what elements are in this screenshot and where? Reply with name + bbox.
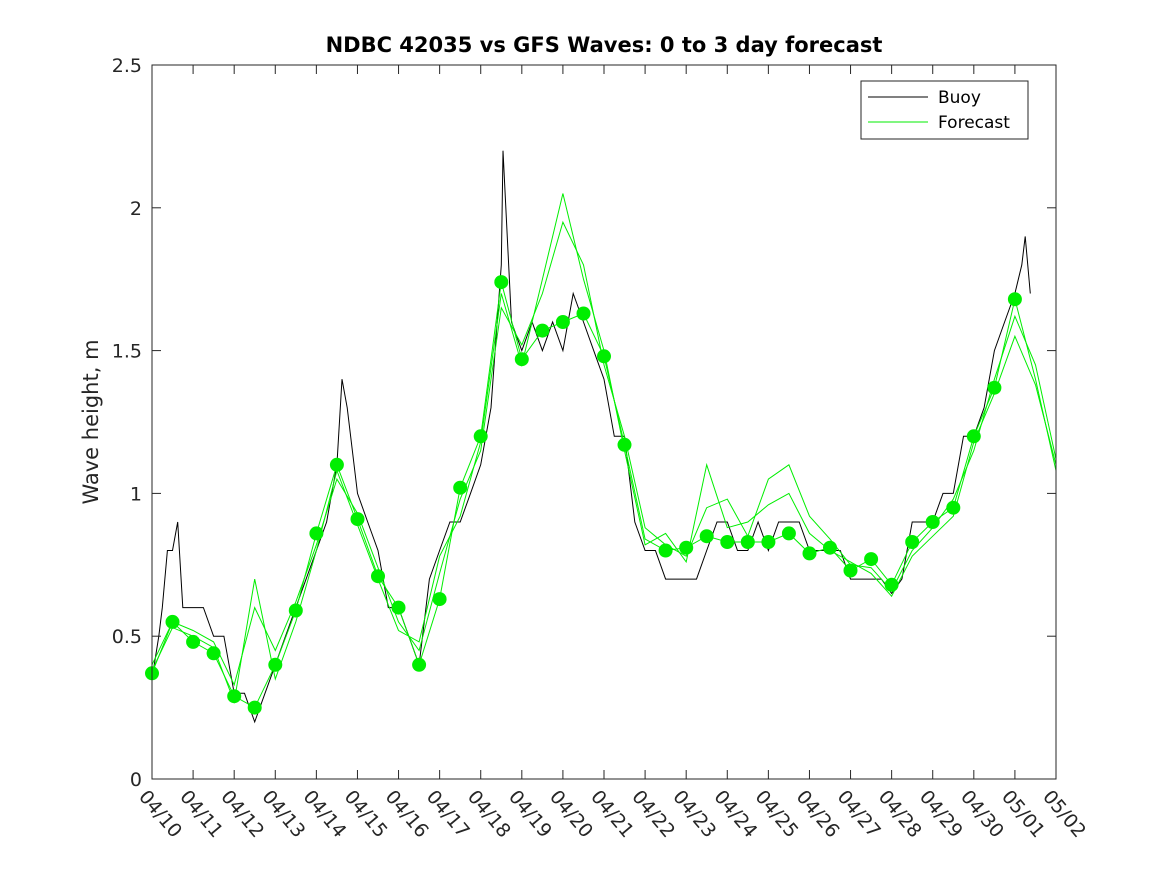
forecast-marker [206,646,221,661]
forecast-marker [699,529,714,544]
forecast-marker [555,315,570,329]
forecast-marker [761,535,776,549]
forecast-marker [329,457,344,472]
legend-buoy-label: Buoy [938,88,981,108]
forecast-marker [576,306,591,321]
forecast-marker [268,657,283,672]
forecast-marker [946,500,961,515]
forecast-marker [925,515,940,529]
forecast-marker [864,552,879,567]
forecast-marker [432,592,447,607]
forecast-marker [473,429,488,444]
forecast-marker [597,349,611,364]
forecast-marker [987,380,1002,395]
forecast-marker [781,526,796,541]
forecast-marker [227,689,242,704]
y-tick-label: 2 [130,198,142,220]
forecast-marker [905,535,920,549]
y-ticks-group: 0 0.5 1 1.5 2 2.5 [112,55,1056,791]
forecast-marker [309,526,324,541]
forecast-marker [288,603,303,618]
y-tick-label: 1.5 [112,341,142,363]
forecast-marker [391,600,406,615]
forecast-marker [740,535,755,549]
forecast-marker [966,429,981,444]
forecast-marker [679,540,694,555]
forecast-line-1 [151,220,1057,687]
forecast-marker [453,480,468,495]
y-axis-label: Wave height, m [79,339,103,504]
forecast-marker [412,657,427,672]
forecast-marker [247,700,262,715]
forecast-marker [371,569,385,584]
y-tick-label: 0 [130,769,142,791]
forecast-marker [658,543,673,558]
plot-area [152,65,1056,779]
forecast-marker [494,275,509,290]
forecast-marker [843,563,858,578]
forecast-marker [720,535,735,549]
forecast-marker [617,437,632,452]
forecast-marker [802,546,817,561]
y-tick-label: 2.5 [112,55,142,77]
forecast-marker [186,634,201,649]
legend-box [860,80,1029,140]
legend: Buoy Forecast [860,80,1029,140]
forecast-marker [823,540,837,555]
y-tick-label: 0.5 [112,626,142,648]
forecast-markers-group [145,275,1022,715]
forecast-marker [165,614,180,629]
y-tick-label: 1 [130,483,142,505]
forecast-marker [884,577,899,592]
forecast-marker [514,352,529,367]
forecast-marker [1007,292,1022,307]
forecast-marker [535,323,550,338]
legend-forecast-label: Forecast [938,113,1010,133]
forecast-marker [350,512,365,527]
chart-title: NDBC 42035 vs GFS Waves: 0 to 3 day fore… [326,33,883,57]
